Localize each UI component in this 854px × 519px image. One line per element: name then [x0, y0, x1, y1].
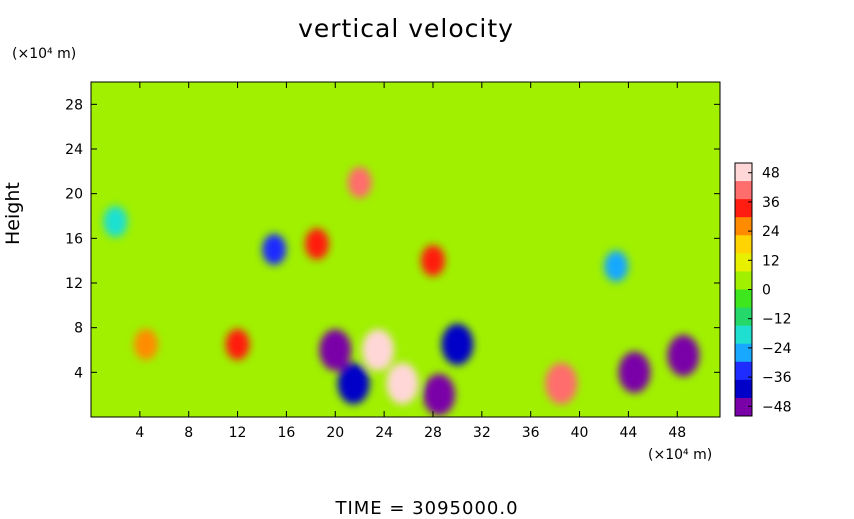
colorbar-segment — [735, 307, 752, 327]
colorbar-segment — [735, 217, 752, 236]
colorbar-tick-label: 0 — [762, 283, 771, 299]
colorbar-segment — [735, 379, 752, 399]
x-axis: 4 8 12 16 20 24 28 32 36 40 44 48 — [135, 82, 686, 441]
colorbar-tick-label: −12 — [762, 312, 792, 328]
field-feature — [441, 323, 474, 366]
x-tick-label: 44 — [619, 425, 637, 441]
y-axis-unit: (×10⁴ m) — [12, 46, 77, 62]
colorbar-segment — [735, 397, 752, 417]
y-tick-label: 16 — [65, 231, 83, 247]
field-feature — [667, 334, 700, 377]
x-tick-label: 36 — [522, 425, 540, 441]
field-feature — [347, 166, 372, 199]
velocity-field — [91, 82, 720, 417]
colorbar-tick-label: 48 — [762, 166, 780, 182]
y-tick-label: 8 — [74, 321, 83, 337]
plot-frame — [90, 81, 721, 418]
x-tick-label: 48 — [668, 425, 686, 441]
field-features — [103, 166, 700, 416]
x-tick-label: 4 — [135, 425, 144, 441]
x-tick-label: 16 — [278, 425, 296, 441]
colorbar-tick-label: 24 — [762, 224, 780, 240]
x-tick-label: 12 — [229, 425, 247, 441]
colorbar-tick-label: −48 — [762, 399, 792, 415]
field-feature — [618, 351, 651, 394]
colorbar-segment — [735, 235, 752, 254]
colorbar-segment — [735, 361, 752, 381]
y-axis: 4 8 12 16 20 24 28 — [65, 97, 720, 381]
y-tick-label: 20 — [65, 187, 83, 203]
x-tick-label: 40 — [571, 425, 589, 441]
field-feature — [423, 373, 456, 416]
x-tick-label: 28 — [424, 425, 442, 441]
colorbar-segment — [735, 163, 752, 182]
field-feature — [545, 362, 578, 405]
field-background — [91, 82, 720, 417]
colorbar-segment — [735, 199, 752, 218]
field-feature — [103, 205, 128, 238]
field-feature — [319, 329, 352, 371]
colorbar-segment — [735, 289, 752, 309]
colorbar: 48 36 24 12 0 −12 −24 −36 −48 — [734, 162, 792, 417]
field-feature — [604, 250, 629, 282]
chart-title: vertical velocity — [298, 14, 514, 43]
x-tick-label: 20 — [326, 425, 344, 441]
y-tick-label: 4 — [74, 365, 83, 381]
field-feature — [133, 328, 158, 361]
field-feature — [304, 228, 329, 260]
x-tick-label: 24 — [375, 425, 393, 441]
colorbar-segment — [735, 181, 752, 200]
y-tick-label: 28 — [65, 97, 83, 113]
colorbar-segment — [735, 271, 752, 290]
y-tick-label: 24 — [65, 142, 83, 158]
colorbar-segment — [735, 325, 752, 345]
colorbar-segment — [735, 253, 752, 272]
field-feature — [225, 328, 250, 361]
field-feature — [420, 245, 445, 277]
colorbar-tick-label: 12 — [762, 253, 780, 269]
field-feature — [337, 362, 370, 405]
colorbar-segment — [735, 343, 752, 363]
field-feature — [262, 233, 287, 266]
field-feature — [362, 329, 395, 371]
colorbar-tick-label: −36 — [762, 370, 792, 386]
field-feature — [386, 362, 419, 405]
colorbar-tick-label: 36 — [762, 195, 780, 211]
colorbar-tick-label: −24 — [762, 341, 792, 357]
time-footer: TIME = 3095000.0 — [335, 498, 519, 519]
x-axis-unit: (×10⁴ m) — [648, 447, 713, 463]
x-tick-label: 8 — [184, 425, 193, 441]
y-tick-label: 12 — [65, 276, 83, 292]
x-tick-label: 32 — [473, 425, 491, 441]
